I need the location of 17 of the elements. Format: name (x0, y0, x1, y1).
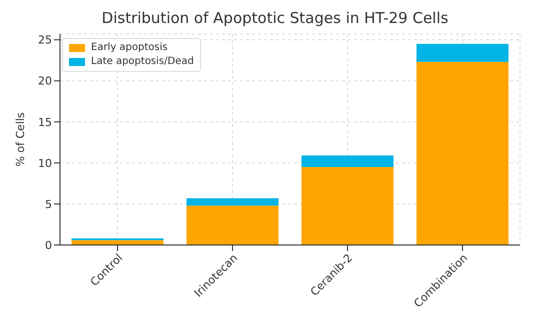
chart-title: Distribution of Apoptotic Stages in HT-29 Cells (100, 8, 450, 29)
bar (302, 167, 394, 245)
y-tick-label: 10 (38, 156, 52, 170)
legend-label: Late apoptosis/Dead (91, 55, 194, 69)
y-tick-label: 5 (45, 198, 52, 211)
y-axis-title: % of Cells (14, 112, 27, 167)
y-tick-label: 0 (45, 238, 52, 252)
bar (72, 240, 164, 245)
bar (416, 62, 508, 245)
y-tick-label: 20 (38, 74, 52, 88)
legend-label: Early apoptosis (91, 41, 168, 55)
y-tick-label: 25 (38, 34, 52, 47)
bar (302, 156, 394, 168)
bar (416, 44, 508, 62)
bar (186, 206, 278, 245)
y-tick-label: 15 (38, 116, 52, 129)
bar (186, 198, 278, 206)
